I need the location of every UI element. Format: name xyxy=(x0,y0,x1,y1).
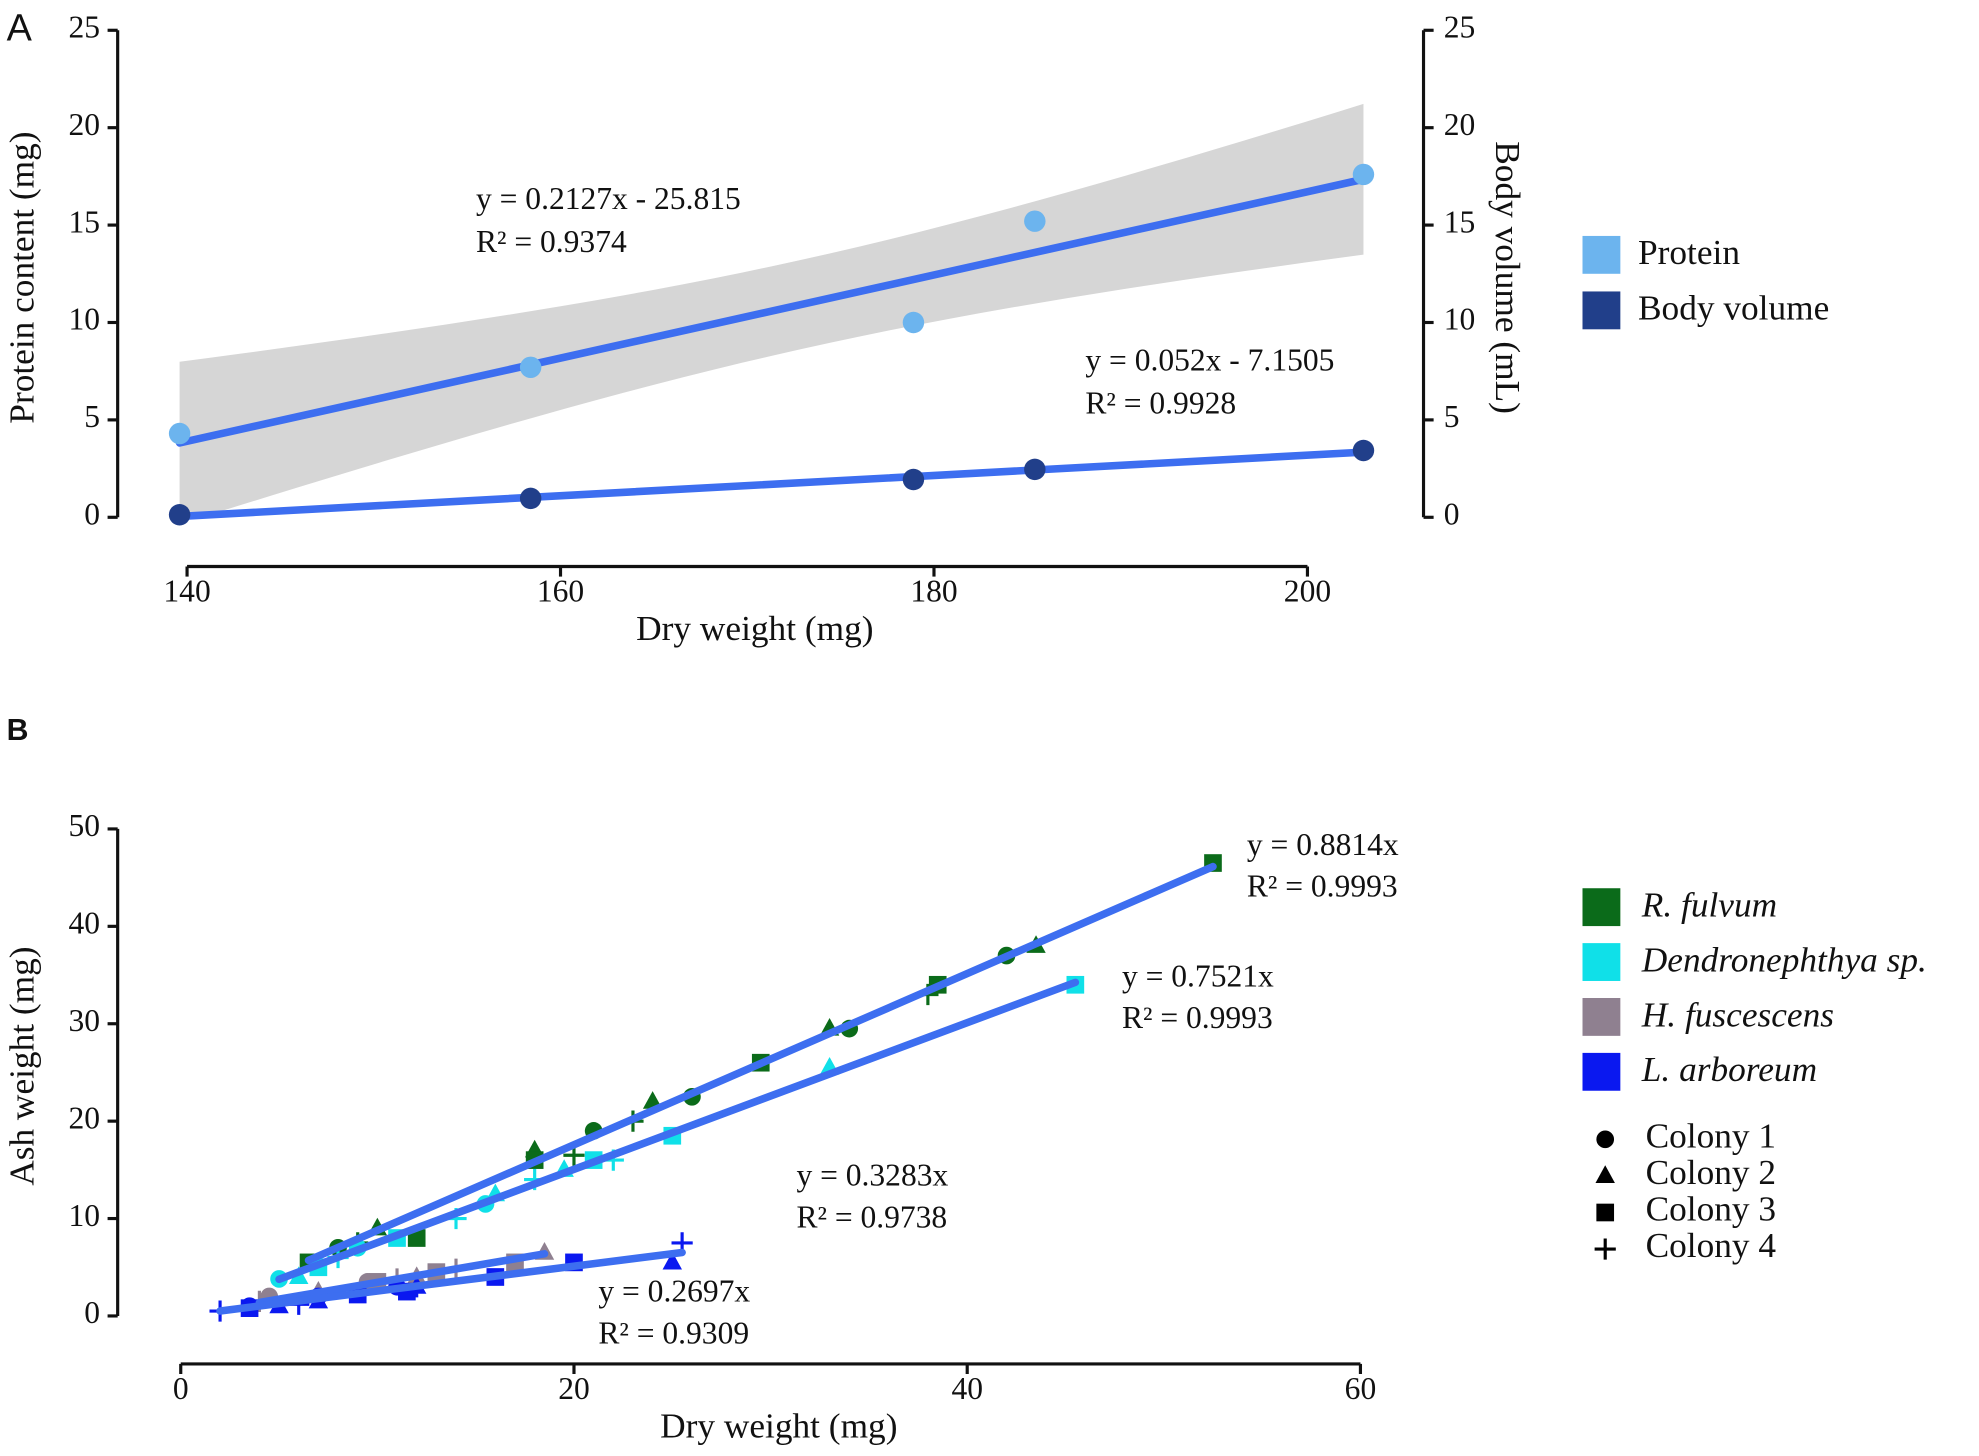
point xyxy=(519,356,542,379)
x-tick-label: 200 xyxy=(1284,573,1331,608)
point xyxy=(1024,210,1046,232)
x-tick-label: 140 xyxy=(163,573,210,608)
x-tick-label: 160 xyxy=(537,573,584,608)
legend-swatch xyxy=(1582,235,1621,274)
annotation: y = 0.052x - 7.1505 xyxy=(1085,343,1334,378)
legend-label: Colony 4 xyxy=(1646,1226,1777,1265)
legend-label: Colony 1 xyxy=(1646,1116,1776,1155)
y2-tick-label: 5 xyxy=(1444,399,1460,434)
annotation: R² = 0.9738 xyxy=(796,1199,947,1234)
legend-label: Colony 2 xyxy=(1646,1153,1776,1192)
fit-line xyxy=(304,862,1217,1265)
x-axis-label: Dry weight (mg) xyxy=(660,1407,897,1446)
annotation: R² = 0.9993 xyxy=(1122,1000,1273,1035)
y2-tick-label: 0 xyxy=(1444,497,1460,532)
y-tick-label: 5 xyxy=(84,399,100,434)
x-tick-label: 20 xyxy=(558,1371,590,1406)
y2-tick-label: 10 xyxy=(1444,302,1476,337)
annotation: y = 0.2127x - 25.815 xyxy=(476,181,741,216)
point xyxy=(1024,458,1046,481)
legend-marker xyxy=(1594,1238,1616,1260)
legend-label: Body volume xyxy=(1638,289,1829,328)
legend-swatch xyxy=(1582,998,1621,1036)
point xyxy=(168,504,191,526)
x-tick-label: 180 xyxy=(910,573,957,608)
y-tick-label: 10 xyxy=(68,1198,100,1233)
legend-marker xyxy=(1596,1130,1615,1149)
y-tick-label: 30 xyxy=(68,1003,100,1038)
point xyxy=(1352,163,1375,186)
y2-axis-label: Body volume (mL) xyxy=(1488,141,1527,414)
y-axis-label: Protein content (mg) xyxy=(3,131,42,423)
point xyxy=(902,468,925,491)
annotation: y = 0.2697x xyxy=(598,1274,750,1309)
x-tick-label: 0 xyxy=(173,1371,189,1406)
point xyxy=(902,311,925,334)
legend-label: R. fulvum xyxy=(1641,886,1777,925)
legend-swatch xyxy=(1582,888,1621,927)
y-tick-label: 15 xyxy=(68,204,100,239)
annotation: y = 0.7521x xyxy=(1122,958,1274,993)
legend-label: L. arboreum xyxy=(1641,1050,1817,1089)
annotation: R² = 0.9309 xyxy=(598,1315,749,1350)
panel-label: A xyxy=(7,7,33,49)
point xyxy=(662,1251,683,1270)
y2-tick-label: 20 xyxy=(1444,107,1476,142)
annotation: R² = 0.9993 xyxy=(1247,869,1398,904)
legend-marker xyxy=(1595,1165,1615,1183)
x-axis-label: Dry weight (mg) xyxy=(636,609,873,648)
legend-label: H. fuscescens xyxy=(1641,995,1834,1034)
legend-swatch xyxy=(1582,1052,1621,1091)
legend-label: Colony 3 xyxy=(1646,1190,1776,1229)
fit-line xyxy=(175,175,1368,447)
legend-label: Protein xyxy=(1638,233,1740,272)
fit-line xyxy=(216,1248,686,1315)
y-tick-label: 20 xyxy=(68,107,100,142)
fit-line xyxy=(275,978,1080,1284)
point xyxy=(519,487,542,510)
y2-tick-label: 15 xyxy=(1444,204,1476,239)
y-axis-label: Ash weight (mg) xyxy=(3,946,42,1185)
y-tick-label: 40 xyxy=(68,906,100,941)
annotation: y = 0.8814x xyxy=(1247,827,1399,862)
point xyxy=(1352,439,1375,462)
legend-label: Dendronephthya sp. xyxy=(1641,940,1927,979)
point xyxy=(168,422,191,445)
fit-line xyxy=(175,448,1368,521)
y-tick-label: 20 xyxy=(68,1100,100,1135)
y-tick-label: 0 xyxy=(84,1295,100,1330)
x-tick-label: 60 xyxy=(1345,1371,1377,1406)
legend-marker xyxy=(1596,1203,1615,1222)
y2-tick-label: 25 xyxy=(1444,10,1476,45)
y-tick-label: 0 xyxy=(84,497,100,532)
annotation: R² = 0.9928 xyxy=(1085,386,1236,421)
y-tick-label: 25 xyxy=(68,10,100,45)
panel-label: B xyxy=(7,714,29,747)
annotation: y = 0.3283x xyxy=(796,1158,948,1193)
y-tick-label: 10 xyxy=(68,302,100,337)
x-tick-label: 40 xyxy=(951,1371,983,1406)
fit-line xyxy=(255,1250,549,1307)
legend-swatch xyxy=(1582,291,1621,330)
y-tick-label: 50 xyxy=(68,808,100,843)
legend-swatch xyxy=(1582,943,1621,981)
annotation: R² = 0.9374 xyxy=(476,224,627,259)
